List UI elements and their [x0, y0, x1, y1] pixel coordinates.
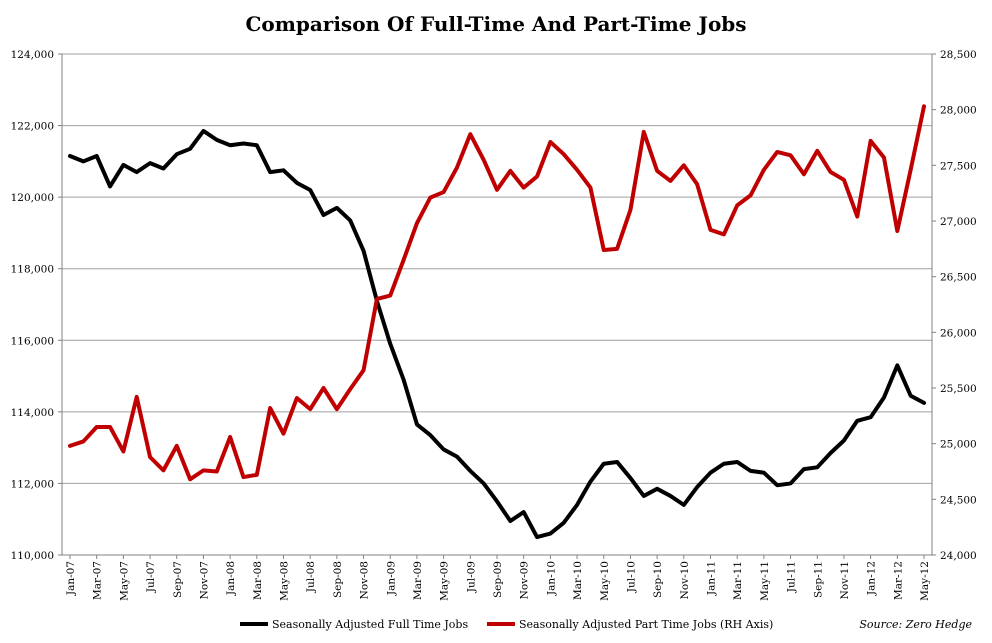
- x-tick-label: Sep-11: [812, 561, 824, 598]
- left-tick-label: 116,000: [11, 335, 54, 347]
- x-tick-label: May-12: [919, 561, 931, 601]
- x-tick-label: Jul-11: [786, 561, 798, 593]
- legend-label-part-time: Seasonally Adjusted Part Time Jobs (RH A…: [519, 618, 773, 631]
- right-tick-label: 24,500: [940, 494, 977, 506]
- x-tick-label: Mar-09: [412, 561, 424, 600]
- x-tick-label: Jan-12: [866, 561, 878, 596]
- left-tick-label: 114,000: [11, 407, 54, 419]
- x-tick-label: Nov-07: [198, 561, 210, 599]
- right-tick-label: 28,000: [940, 105, 977, 117]
- x-tick-label: Jan-10: [545, 561, 557, 596]
- x-tick-label: Sep-07: [172, 561, 184, 598]
- left-tick-label: 118,000: [11, 264, 54, 276]
- x-tick-label: Mar-11: [732, 561, 744, 600]
- series-line-part-time: [68, 104, 926, 482]
- x-tick-label: Jan-11: [706, 561, 718, 596]
- x-tick-label: Jul-08: [305, 561, 317, 593]
- left-tick-label: 120,000: [11, 192, 54, 204]
- right-tick-label: 27,500: [940, 160, 977, 172]
- x-tick-label: Nov-08: [359, 561, 371, 599]
- right-tick-label: 24,000: [940, 550, 977, 562]
- right-tick-label: 28,500: [940, 49, 977, 61]
- x-tick-label: Mar-08: [252, 561, 264, 600]
- legend: Seasonally Adjusted Full Time Jobs Seaso…: [240, 618, 773, 631]
- x-tick-label: Mar-10: [572, 561, 584, 600]
- x-tick-label: Jul-07: [145, 561, 157, 593]
- source-note: Source: Zero Hedge: [859, 618, 972, 631]
- x-tick-label: May-08: [279, 561, 291, 601]
- left-tick-label: 110,000: [11, 550, 54, 562]
- series-line-full-time: [68, 128, 926, 540]
- x-tick-label: Nov-10: [679, 561, 691, 599]
- x-tick-label: May-10: [599, 561, 611, 601]
- x-tick-label: Mar-12: [892, 561, 904, 600]
- right-tick-label: 27,000: [940, 216, 977, 228]
- x-tick-label: Sep-09: [492, 561, 504, 598]
- legend-label-full-time: Seasonally Adjusted Full Time Jobs: [272, 618, 468, 631]
- x-tick-label: May-09: [439, 561, 451, 601]
- right-tick-label: 25,000: [940, 439, 977, 451]
- gridlines: [62, 53, 932, 556]
- axes: 110,000 112,000 114,000 116,000 118,000 120,0…: [11, 49, 977, 601]
- chart-title: Comparison Of Full-Time And Part-Time Jo…: [245, 12, 746, 36]
- left-tick-label: 112,000: [11, 478, 54, 490]
- x-tick-label: Nov-11: [839, 561, 851, 599]
- x-tick-label: Jan-07: [65, 561, 77, 596]
- right-tick-label: 25,500: [940, 383, 977, 395]
- x-tick-label: Jan-08: [225, 561, 237, 596]
- x-tick-label: May-07: [118, 561, 130, 601]
- left-tick-label: 124,000: [11, 49, 54, 61]
- x-tick-label: Mar-07: [92, 561, 104, 600]
- x-tick-label: Jul-10: [625, 561, 637, 593]
- left-tick-label: 122,000: [11, 121, 54, 133]
- x-tick-label: May-11: [759, 561, 771, 601]
- x-tick-label: Sep-08: [332, 561, 344, 598]
- x-tick-label: Jan-09: [385, 561, 397, 596]
- right-tick-label: 26,500: [940, 272, 977, 284]
- x-tick-label: Sep-10: [652, 561, 664, 598]
- x-tick-label: Nov-09: [519, 561, 531, 599]
- x-tick-label: Jul-09: [465, 561, 477, 593]
- right-tick-label: 26,000: [940, 327, 977, 339]
- series-lines: [68, 104, 926, 540]
